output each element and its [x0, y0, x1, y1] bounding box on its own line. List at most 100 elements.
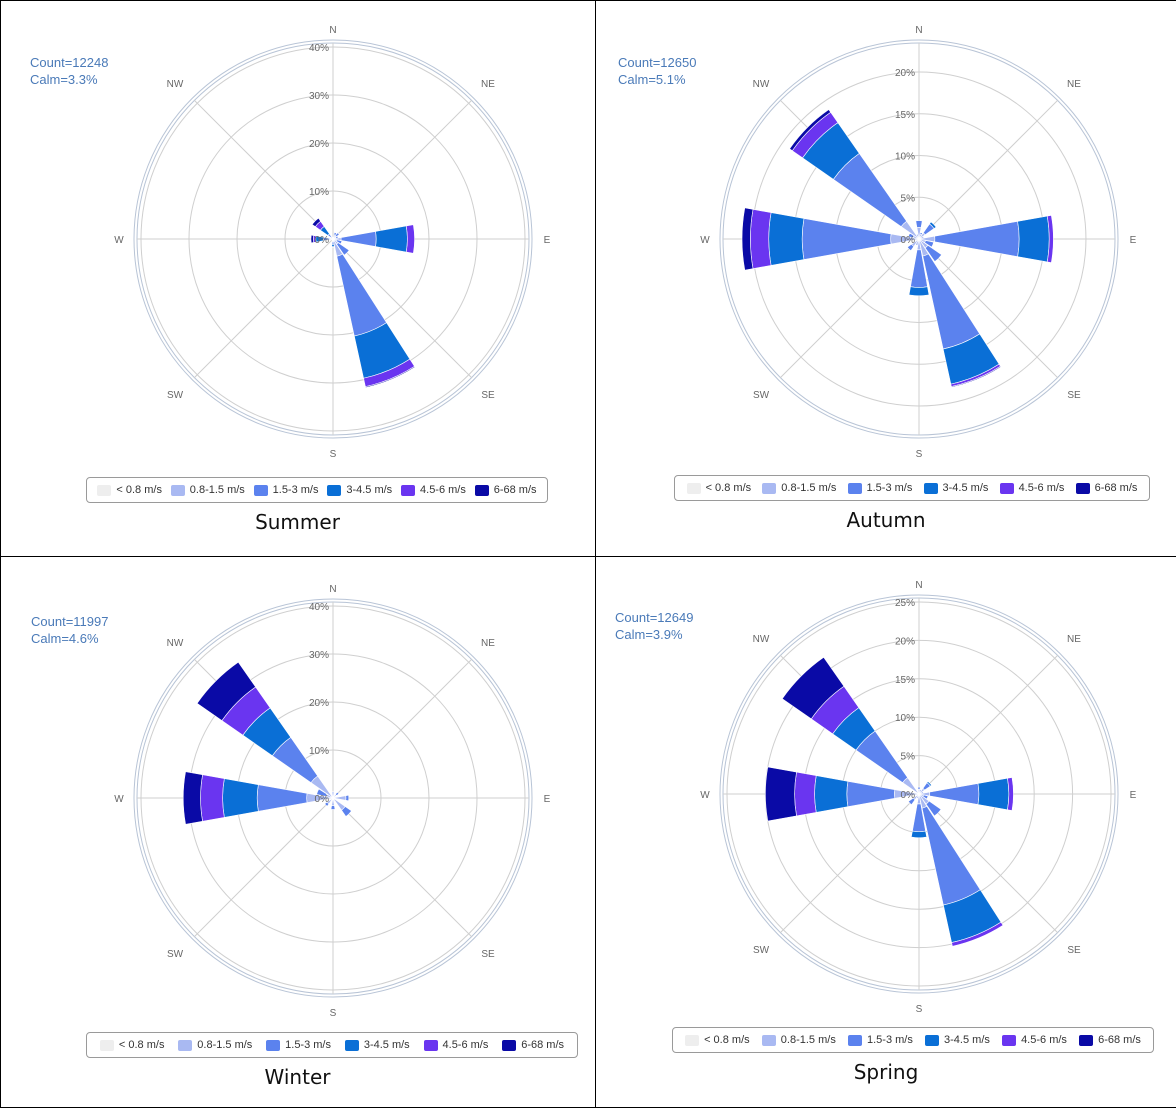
- legend-label: < 0.8 m/s: [705, 482, 752, 494]
- legend-item[interactable]: 4.5-6 m/s: [423, 1039, 488, 1051]
- radial-tick-label: 0%: [315, 235, 330, 246]
- legend-swatch: [1079, 1034, 1094, 1046]
- radial-tick-label: 15%: [895, 110, 915, 121]
- legend-swatch: [178, 1039, 193, 1051]
- legend: < 0.8 m/s 0.8-1.5 m/s 1.5-3 m/s 3-4.5 m/s 4.…: [672, 1027, 1154, 1053]
- legend-swatch: [847, 482, 862, 494]
- direction-label: N: [329, 584, 336, 595]
- legend-item[interactable]: 1.5-3 m/s: [253, 484, 319, 496]
- legend-swatch: [685, 1034, 700, 1046]
- radial-tick-label: 20%: [309, 698, 329, 709]
- legend-item[interactable]: 0.8-1.5 m/s: [178, 1039, 252, 1051]
- direction-label: SE: [481, 949, 495, 960]
- legend-item[interactable]: 3-4.5 m/s: [923, 482, 988, 494]
- legend-label: 4.5-6 m/s: [420, 484, 466, 496]
- legend-swatch: [761, 1034, 776, 1046]
- grid-spoke: [918, 793, 1058, 933]
- grid-spoke: [194, 238, 334, 378]
- wind-wedge: [951, 921, 1004, 947]
- wind-wedge: [908, 232, 915, 239]
- legend-label: 6-68 m/s: [521, 1039, 564, 1051]
- direction-label: E: [544, 794, 551, 805]
- radial-tick-label: 20%: [895, 68, 915, 79]
- legend-item[interactable]: < 0.8 m/s: [685, 1034, 750, 1046]
- radial-tick-label: 10%: [309, 746, 329, 757]
- radial-tick-label: 15%: [895, 675, 915, 686]
- legend-item[interactable]: 1.5-3 m/s: [848, 1034, 913, 1046]
- direction-label: SW: [167, 390, 184, 401]
- count-label: Count=12649: [615, 610, 694, 625]
- outer-ring: [719, 39, 1119, 439]
- legend-item[interactable]: 4.5-6 m/s: [1002, 1034, 1067, 1046]
- outer-ring: [719, 594, 1119, 994]
- legend-item[interactable]: 3-4.5 m/s: [344, 1039, 410, 1051]
- windrose-panel-winter: 0% 10% 20% 30% 40% N NE E SE S SW W NW Count=11997 Cal…: [0, 557, 595, 1108]
- legend-label: 3-4.5 m/s: [363, 1039, 410, 1051]
- wind-wedge: [331, 236, 334, 240]
- direction-label: W: [700, 790, 710, 801]
- legend-item[interactable]: 1.5-3 m/s: [847, 482, 912, 494]
- legend-item[interactable]: 1.5-3 m/s: [266, 1039, 331, 1051]
- grid-spoke: [332, 100, 472, 240]
- direction-label: S: [330, 449, 337, 460]
- season-caption: Winter: [264, 1065, 331, 1089]
- grid-spoke: [918, 100, 1058, 240]
- grid-spoke: [332, 238, 472, 378]
- legend-item[interactable]: < 0.8 m/s: [97, 484, 162, 496]
- grid-spoke: [918, 238, 1058, 378]
- legend-item[interactable]: 0.8-1.5 m/s: [762, 482, 836, 494]
- legend-item[interactable]: 6-68 m/s: [1075, 482, 1137, 494]
- season-caption: Autumn: [846, 508, 926, 532]
- direction-label: S: [330, 1008, 337, 1019]
- legend-swatch: [1002, 1034, 1017, 1046]
- outer-ring: [133, 39, 533, 439]
- wind-wedge: [331, 791, 335, 794]
- legend: < 0.8 m/s 0.8-1.5 m/s 1.5-3 m/s 3-4.5 m/s 4.…: [86, 477, 548, 503]
- radial-tick-label: 30%: [309, 650, 329, 661]
- radial-tick-label: 10%: [895, 152, 915, 163]
- grid-divider-vertical: [595, 0, 596, 1108]
- season-caption: Summer: [255, 510, 340, 534]
- wind-wedge: [345, 794, 350, 802]
- season-caption: Spring: [853, 1060, 919, 1084]
- radial-tick-label: 20%: [309, 139, 329, 150]
- legend-item[interactable]: 3-4.5 m/s: [925, 1034, 990, 1046]
- windrose-panel-autumn: 0% 5% 10% 15% 20% N NE E SE S SW W NW Count=12650 Calm…: [596, 0, 1176, 556]
- direction-label: SW: [167, 949, 184, 960]
- windrose-chart: 0% 5% 10% 15% 20% N NE E SE S SW W NW: [700, 25, 1136, 460]
- legend: < 0.8 m/s 0.8-1.5 m/s 1.5-3 m/s 3-4.5 m/s 4.…: [674, 475, 1150, 501]
- wind-wedge: [335, 791, 340, 796]
- windrose-chart: 0% 5% 10% 15% 20% 25%N NE E SE S SW W NW: [700, 580, 1136, 1015]
- legend-item[interactable]: < 0.8 m/s: [686, 482, 752, 494]
- radial-tick-label: 10%: [895, 713, 915, 724]
- legend-swatch: [344, 1039, 359, 1051]
- legend-item[interactable]: 6-68 m/s: [474, 484, 537, 496]
- legend-label: 3-4.5 m/s: [944, 1034, 990, 1046]
- radial-tick-label: 10%: [309, 187, 329, 198]
- direction-label: N: [915, 580, 922, 591]
- grid-spoke: [194, 100, 334, 240]
- radial-tick-label: 40%: [309, 602, 329, 613]
- legend-label: 1.5-3 m/s: [272, 484, 319, 496]
- direction-label: NW: [753, 79, 770, 90]
- legend-item[interactable]: 0.8-1.5 m/s: [761, 1034, 836, 1046]
- direction-label: N: [329, 25, 336, 36]
- legend-item[interactable]: 0.8-1.5 m/s: [170, 484, 245, 496]
- radial-tick-label: 0%: [901, 790, 916, 801]
- legend-item[interactable]: < 0.8 m/s: [99, 1039, 164, 1051]
- wind-wedge: [924, 240, 935, 248]
- legend-item[interactable]: 4.5-6 m/s: [401, 484, 466, 496]
- wind-wedge: [951, 365, 1002, 388]
- legend-item[interactable]: 4.5-6 m/s: [999, 482, 1064, 494]
- legend-item[interactable]: 6-68 m/s: [1079, 1034, 1141, 1046]
- grid-spoke: [918, 655, 1058, 795]
- wind-wedge: [324, 801, 330, 807]
- wind-wedge: [915, 220, 923, 228]
- radial-tick-label: 5%: [901, 752, 916, 763]
- legend-label: 6-68 m/s: [493, 484, 537, 496]
- legend-item[interactable]: 6-68 m/s: [502, 1039, 564, 1051]
- wind-wedge: [929, 221, 937, 229]
- legend-item[interactable]: 3-4.5 m/s: [327, 484, 392, 496]
- legend-label: < 0.8 m/s: [116, 484, 162, 496]
- legend-label: 0.8-1.5 m/s: [781, 482, 837, 494]
